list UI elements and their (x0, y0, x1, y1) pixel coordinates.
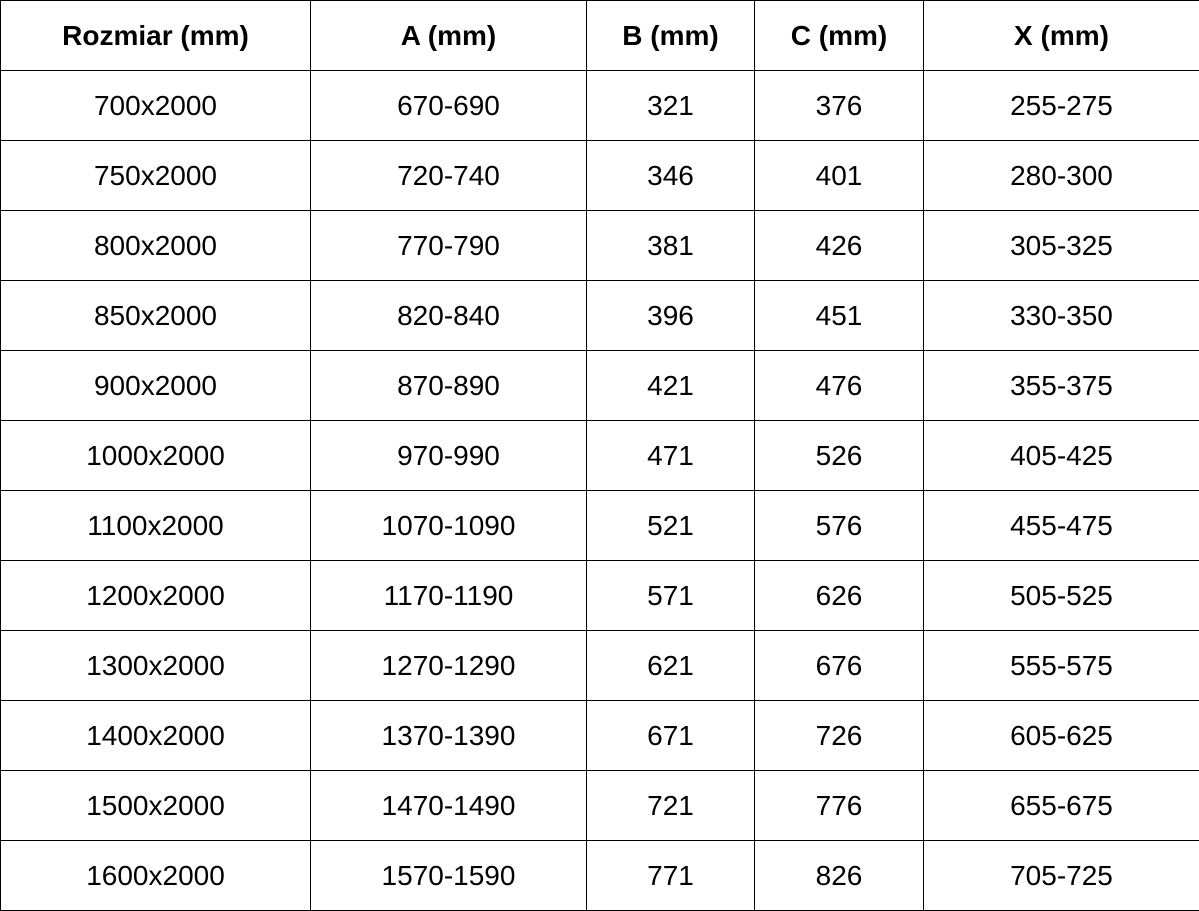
cell-a: 1370-1390 (310, 700, 587, 771)
cell-size: 1000x2000 (0, 420, 311, 491)
table-row: 800x2000 770-790 381 426 305-325 (0, 210, 1199, 281)
cell-c: 401 (754, 140, 924, 211)
cell-b: 621 (586, 630, 755, 701)
cell-a: 1170-1190 (310, 560, 587, 631)
cell-size: 1300x2000 (0, 630, 311, 701)
cell-b: 721 (586, 770, 755, 841)
cell-x: 455-475 (923, 490, 1199, 561)
cell-c: 526 (754, 420, 924, 491)
cell-x: 280-300 (923, 140, 1199, 211)
cell-x: 305-325 (923, 210, 1199, 281)
cell-b: 771 (586, 840, 755, 911)
cell-size: 1400x2000 (0, 700, 311, 771)
cell-x: 505-525 (923, 560, 1199, 631)
header-row: Rozmiar (mm) A (mm) B (mm) C (mm) X (mm) (0, 0, 1199, 71)
cell-c: 726 (754, 700, 924, 771)
cell-c: 426 (754, 210, 924, 281)
cell-a: 1270-1290 (310, 630, 587, 701)
cell-b: 671 (586, 700, 755, 771)
cell-c: 576 (754, 490, 924, 561)
header-c: C (mm) (754, 0, 924, 71)
table-row: 700x2000 670-690 321 376 255-275 (0, 70, 1199, 141)
header-x: X (mm) (923, 0, 1199, 71)
cell-c: 626 (754, 560, 924, 631)
cell-a: 870-890 (310, 350, 587, 421)
cell-size: 850x2000 (0, 280, 311, 351)
cell-x: 355-375 (923, 350, 1199, 421)
cell-a: 1470-1490 (310, 770, 587, 841)
table-row: 750x2000 720-740 346 401 280-300 (0, 140, 1199, 211)
cell-x: 655-675 (923, 770, 1199, 841)
table-row: 1200x2000 1170-1190 571 626 505-525 (0, 560, 1199, 631)
cell-b: 346 (586, 140, 755, 211)
table-row: 1600x2000 1570-1590 771 826 705-725 (0, 840, 1199, 911)
cell-a: 770-790 (310, 210, 587, 281)
cell-c: 451 (754, 280, 924, 351)
cell-size: 900x2000 (0, 350, 311, 421)
table-row: 1000x2000 970-990 471 526 405-425 (0, 420, 1199, 491)
table-row: 850x2000 820-840 396 451 330-350 (0, 280, 1199, 351)
cell-size: 750x2000 (0, 140, 311, 211)
cell-b: 396 (586, 280, 755, 351)
cell-a: 1070-1090 (310, 490, 587, 561)
cell-b: 321 (586, 70, 755, 141)
cell-c: 476 (754, 350, 924, 421)
table-row: 1400x2000 1370-1390 671 726 605-625 (0, 700, 1199, 771)
table-row: 1300x2000 1270-1290 621 676 555-575 (0, 630, 1199, 701)
cell-size: 1500x2000 (0, 770, 311, 841)
cell-a: 720-740 (310, 140, 587, 211)
cell-c: 676 (754, 630, 924, 701)
cell-a: 1570-1590 (310, 840, 587, 911)
cell-x: 330-350 (923, 280, 1199, 351)
header-a: A (mm) (310, 0, 587, 71)
cell-size: 700x2000 (0, 70, 311, 141)
cell-x: 705-725 (923, 840, 1199, 911)
cell-a: 970-990 (310, 420, 587, 491)
cell-size: 1200x2000 (0, 560, 311, 631)
cell-x: 605-625 (923, 700, 1199, 771)
cell-x: 555-575 (923, 630, 1199, 701)
cell-size: 1600x2000 (0, 840, 311, 911)
cell-a: 820-840 (310, 280, 587, 351)
header-b: B (mm) (586, 0, 755, 71)
table-row: 1100x2000 1070-1090 521 576 455-475 (0, 490, 1199, 561)
cell-b: 471 (586, 420, 755, 491)
cell-x: 255-275 (923, 70, 1199, 141)
cell-x: 405-425 (923, 420, 1199, 491)
cell-b: 521 (586, 490, 755, 561)
cell-c: 826 (754, 840, 924, 911)
header-size: Rozmiar (mm) (0, 0, 311, 71)
table-row: 1500x2000 1470-1490 721 776 655-675 (0, 770, 1199, 841)
cell-a: 670-690 (310, 70, 587, 141)
cell-size: 800x2000 (0, 210, 311, 281)
table-row: 900x2000 870-890 421 476 355-375 (0, 350, 1199, 421)
cell-b: 571 (586, 560, 755, 631)
cell-c: 376 (754, 70, 924, 141)
cell-b: 381 (586, 210, 755, 281)
cell-b: 421 (586, 350, 755, 421)
cell-c: 776 (754, 770, 924, 841)
cell-size: 1100x2000 (0, 490, 311, 561)
